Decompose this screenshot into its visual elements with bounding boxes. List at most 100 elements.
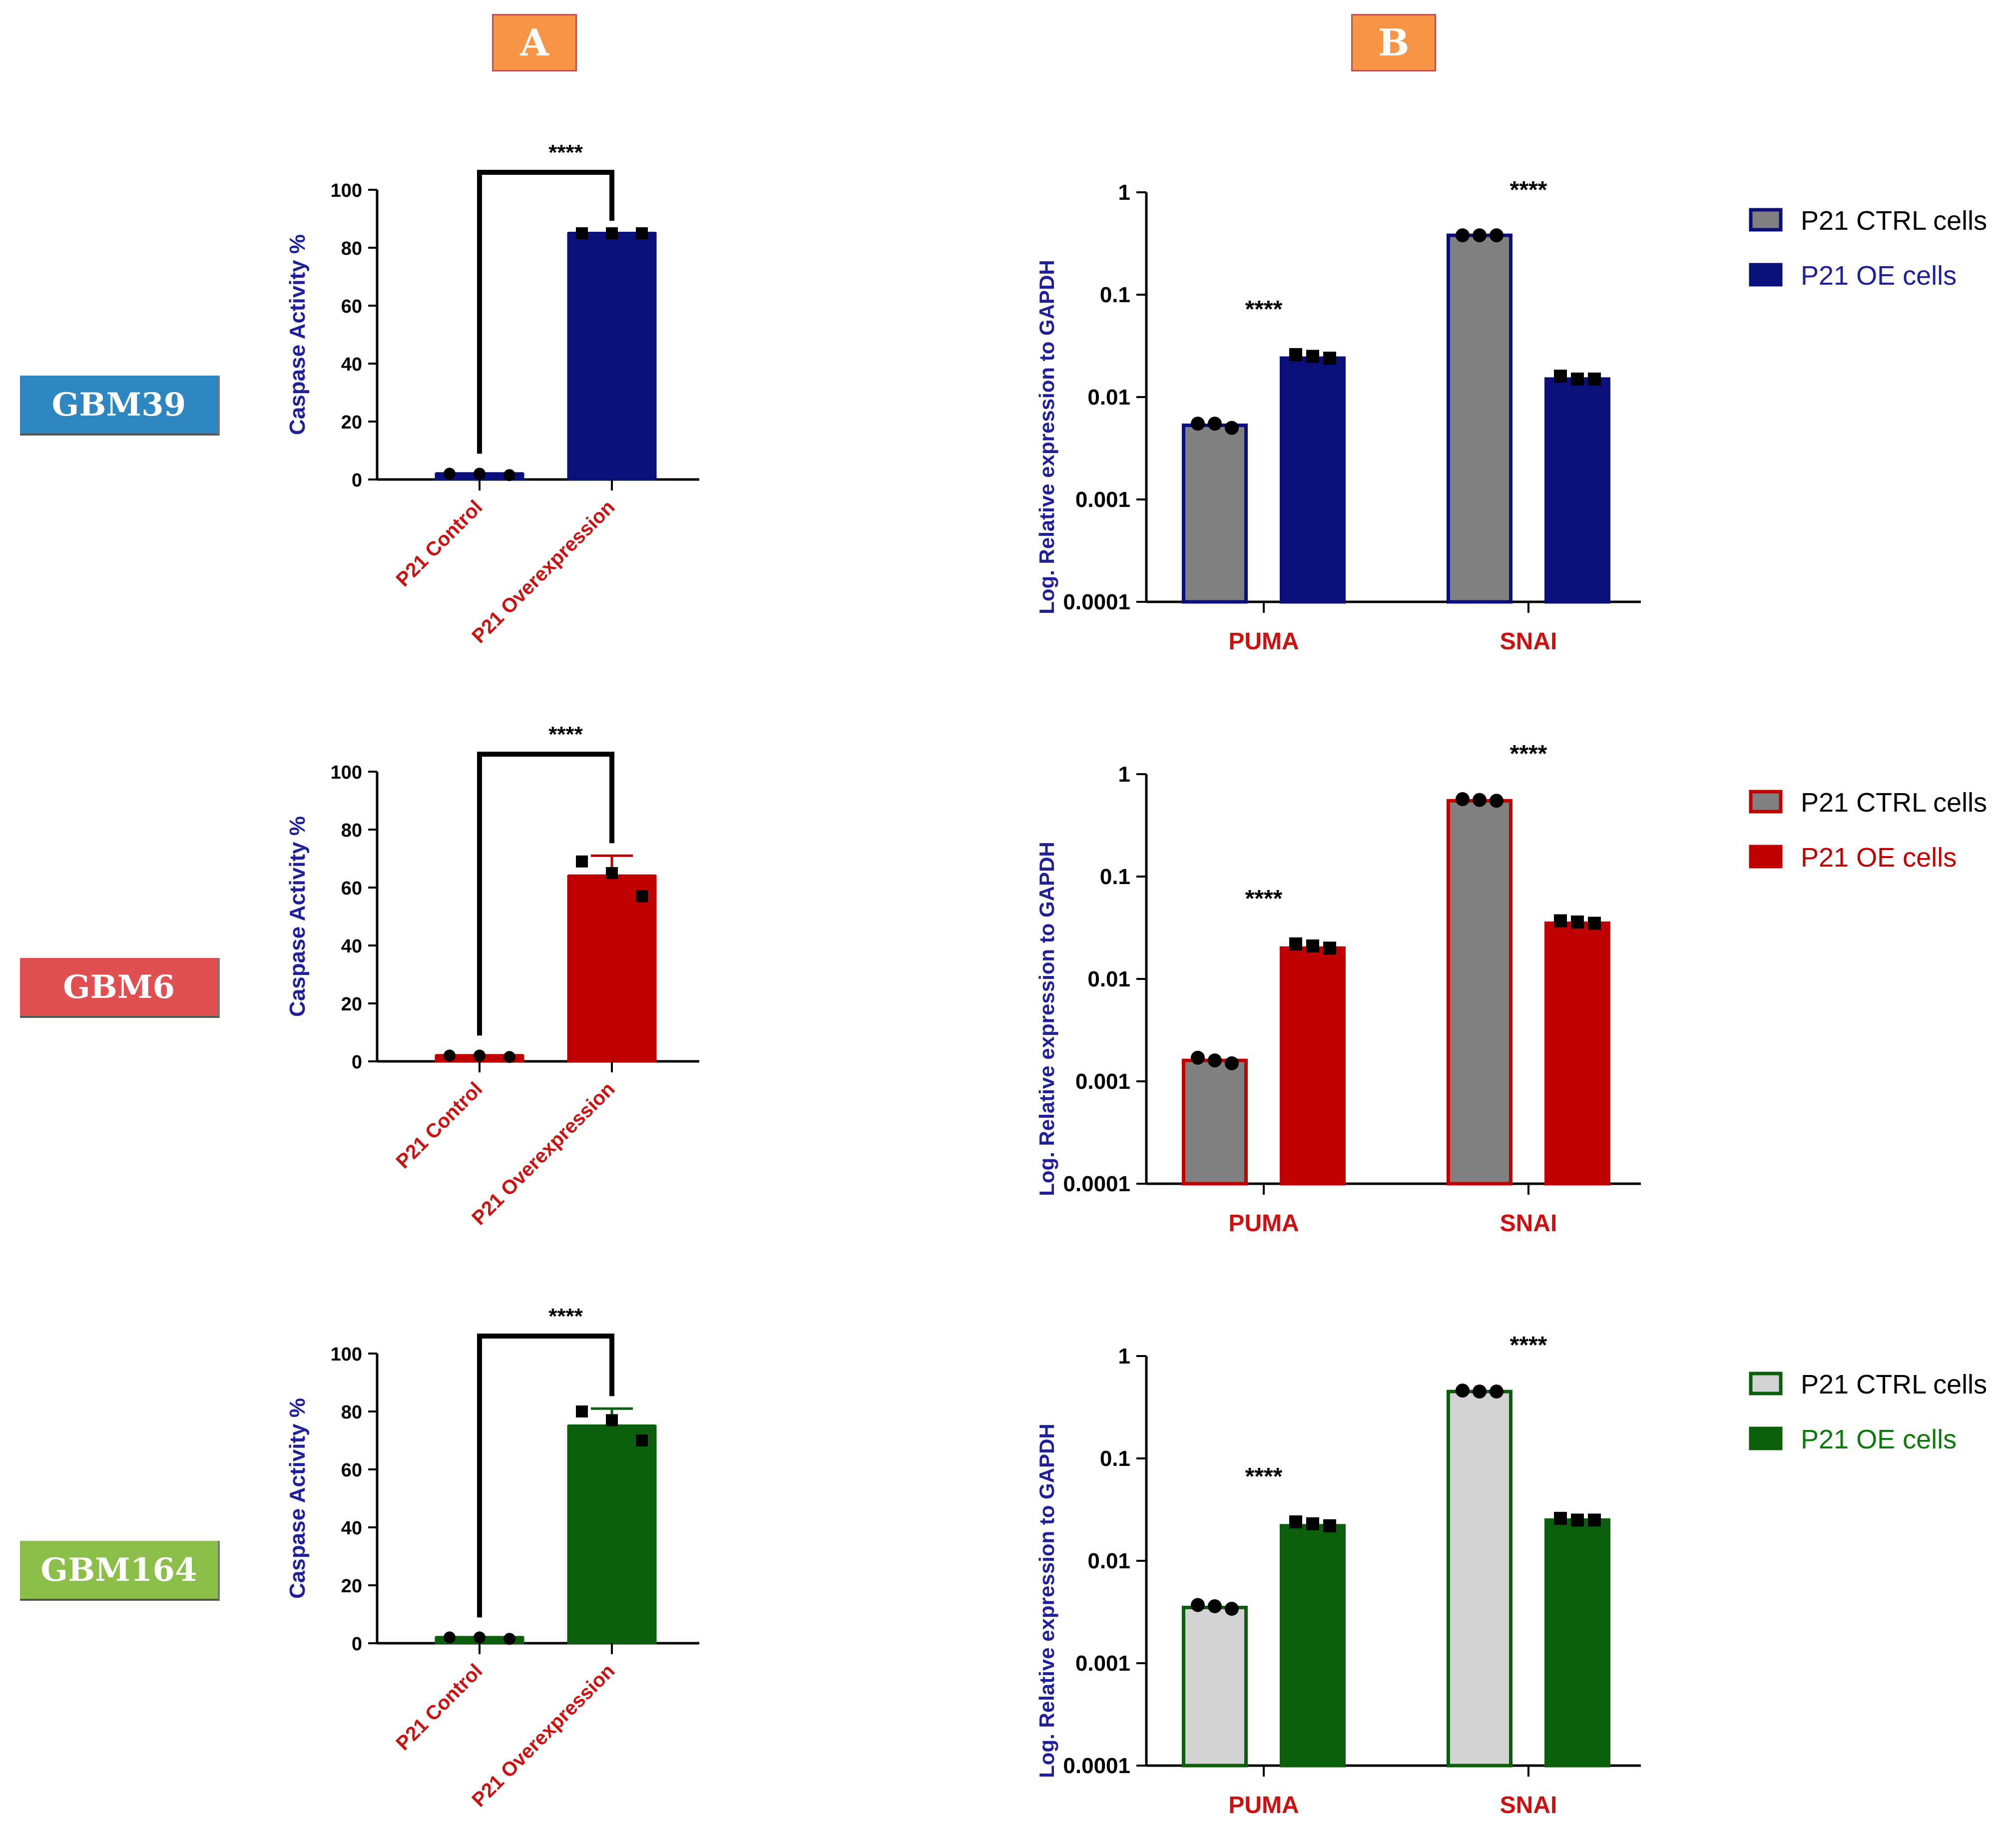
y-tick-label: 0	[352, 1634, 362, 1655]
y-tick-label: 0.0001	[1063, 1754, 1130, 1778]
y-axis-title: Caspase Activity %	[285, 1398, 310, 1599]
bar	[567, 1425, 657, 1644]
data-point	[474, 1631, 486, 1644]
x-category-label: P21 Overexpression	[468, 496, 619, 647]
panel-b-badge: B	[1351, 14, 1436, 71]
y-tick-label: 0	[352, 1052, 362, 1073]
data-point	[606, 227, 618, 239]
row-label-gbm164: GBM164	[20, 1541, 220, 1601]
y-axis-title: Caspase Activity %	[285, 816, 310, 1017]
y-tick-label: 0.01	[1087, 1549, 1130, 1573]
legend-swatch	[1749, 1426, 1783, 1450]
data-point	[1473, 793, 1487, 807]
x-category-label: SNAI	[1500, 1210, 1557, 1237]
significance-stars: ****	[1510, 1332, 1547, 1359]
data-point	[1490, 228, 1503, 243]
legend-swatch	[1749, 263, 1783, 287]
x-category-label: PUMA	[1228, 628, 1299, 655]
data-point	[1208, 1053, 1222, 1068]
data-point	[1208, 1599, 1222, 1613]
data-point	[576, 855, 588, 868]
row-label-gbm39: GBM39	[20, 376, 220, 436]
legend-swatch	[1749, 790, 1783, 814]
bar	[1280, 356, 1346, 604]
data-point	[444, 467, 456, 480]
significance-stars: ****	[1510, 741, 1547, 767]
caspase-chart-gbm39: Caspase Activity % 0 20 40 60 80 100 P21 Contro…	[285, 140, 699, 647]
expression-chart-gbm164: Log. Relative expression to GAPDH 0.0001 0…	[1035, 1332, 1987, 1819]
y-tick-label: 20	[341, 1576, 362, 1597]
data-point	[1191, 1050, 1205, 1065]
significance-stars: ****	[548, 140, 583, 165]
data-point	[1456, 228, 1470, 243]
y-axis-title: Log. Relative expression to GAPDH	[1035, 260, 1058, 614]
significance-stars: ****	[1245, 1463, 1283, 1490]
legend-swatch	[1749, 208, 1783, 232]
y-tick-label: 100	[331, 180, 362, 201]
significance-bracket	[477, 1334, 614, 1618]
y-tick-label: 20	[341, 412, 362, 433]
y-axis-title: Caspase Activity %	[285, 234, 310, 435]
bar	[1447, 233, 1512, 604]
data-point	[1323, 941, 1336, 955]
data-point	[1473, 228, 1487, 243]
data-point	[1306, 1517, 1319, 1530]
data-point	[1554, 370, 1567, 383]
data-point	[1571, 1513, 1584, 1527]
y-tick-label: 0.1	[1100, 865, 1130, 889]
y-tick-label: 0.0001	[1063, 590, 1130, 614]
legend-label: P21 OE cells	[1801, 1424, 1957, 1454]
significance-stars: ****	[1510, 177, 1547, 203]
data-point	[1208, 417, 1222, 431]
y-tick-label: 40	[341, 1518, 362, 1539]
y-axis-title: Log. Relative expression to GAPDH	[1035, 842, 1058, 1196]
data-point	[1225, 1602, 1239, 1616]
y-tick-label: 0.001	[1075, 487, 1130, 512]
data-point	[636, 890, 648, 903]
data-point	[1571, 915, 1584, 928]
y-tick-label: 80	[341, 1402, 362, 1423]
expression-chart-gbm39: Log. Relative expression to GAPDH 0.0001 0…	[1035, 177, 1987, 655]
data-point	[1306, 350, 1319, 363]
y-tick-label: 0.01	[1087, 385, 1130, 410]
y-tick-label: 20	[341, 994, 362, 1015]
y-tick-label: 1	[1118, 1344, 1130, 1369]
panel-a-badge: A	[492, 14, 577, 71]
x-category-label: PUMA	[1228, 1210, 1299, 1237]
legend-label: P21 CTRL cells	[1801, 1370, 1987, 1399]
bar	[1182, 1058, 1248, 1186]
x-category-label: SNAI	[1500, 628, 1557, 655]
y-tick-label: 0.1	[1100, 283, 1130, 307]
y-tick-label: 60	[341, 296, 362, 317]
y-tick-label: 80	[341, 820, 362, 841]
y-tick-label: 100	[331, 1344, 362, 1365]
y-tick-label: 0.01	[1087, 967, 1130, 991]
significance-bracket	[477, 170, 614, 454]
y-axis-title: Log. Relative expression to GAPDH	[1035, 1423, 1058, 1778]
data-point	[1490, 1385, 1503, 1399]
bar	[1544, 1518, 1610, 1768]
data-point	[1571, 372, 1584, 386]
bar	[1447, 799, 1512, 1186]
y-tick-label: 60	[341, 878, 362, 899]
bar	[1544, 377, 1610, 604]
caspase-chart-gbm6: Caspase Activity % 0 20 40 60 80 100 P21 Contro…	[285, 722, 699, 1229]
y-tick-label: 0.1	[1100, 1446, 1130, 1471]
data-point	[444, 1049, 456, 1062]
data-point	[1191, 417, 1205, 431]
legend-label: P21 OE cells	[1801, 843, 1957, 873]
x-category-label: P21 Control	[392, 1078, 487, 1173]
significance-stars: ****	[1245, 886, 1283, 912]
y-tick-label: 0.0001	[1063, 1172, 1130, 1196]
y-tick-label: 0	[352, 470, 362, 491]
data-point	[576, 227, 588, 239]
data-point	[1456, 1384, 1470, 1398]
data-point	[1289, 348, 1302, 361]
data-point	[1306, 939, 1319, 952]
y-tick-label: 0.001	[1075, 1651, 1130, 1676]
y-tick-label: 0.001	[1075, 1069, 1130, 1094]
legend-swatch	[1749, 845, 1783, 869]
data-point	[474, 1049, 486, 1062]
x-category-label: P21 Overexpression	[468, 1078, 619, 1229]
legend-swatch	[1749, 1372, 1783, 1395]
